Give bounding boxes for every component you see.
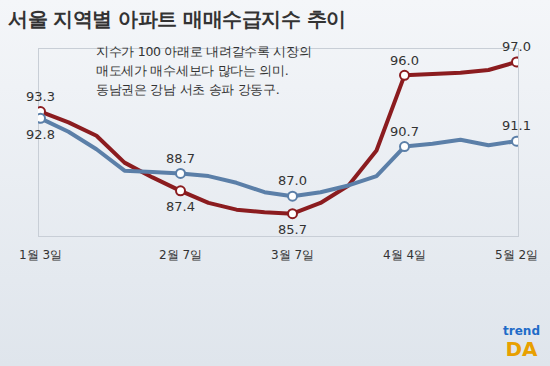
html-text:DA: DA [505,337,538,361]
svg-text:93.3: 93.3 [26,89,55,104]
svg-text:4월 4일: 4월 4일 [383,248,426,262]
svg-text:92.8: 92.8 [26,126,55,141]
svg-text:2월 7일: 2월 7일 [159,248,202,262]
svg-text:1월 3일: 1월 3일 [19,248,62,262]
html-text:동남권은 강남 서초 송파 강동구.: 동남권은 강남 서초 송파 강동구. [96,82,280,97]
svg-text:90.7: 90.7 [390,124,419,139]
svg-text:87.4: 87.4 [166,199,195,214]
svg-text:96.0: 96.0 [390,53,419,68]
svg-text:85.7: 85.7 [278,222,307,237]
svg-text:5월 2일: 5월 2일 [495,248,538,262]
html-text:서울 지역별 아파트 매매수급지수 추이: 서울 지역별 아파트 매매수급지수 추이 [8,7,346,31]
svg-text:91.1: 91.1 [502,118,531,133]
svg-text:3월 7일: 3월 7일 [271,248,314,262]
svg-text:88.7: 88.7 [166,151,195,166]
html-text:지수가 100 아래로 내려갈수록 시장의: 지수가 100 아래로 내려갈수록 시장의 [96,44,312,59]
svg-text:97.0: 97.0 [502,39,531,54]
html-text:매도세가 매수세보다 많다는 의미.: 매도세가 매수세보다 많다는 의미. [96,63,289,78]
svg-text:87.0: 87.0 [278,173,307,188]
html-text:trend: trend [503,324,540,338]
